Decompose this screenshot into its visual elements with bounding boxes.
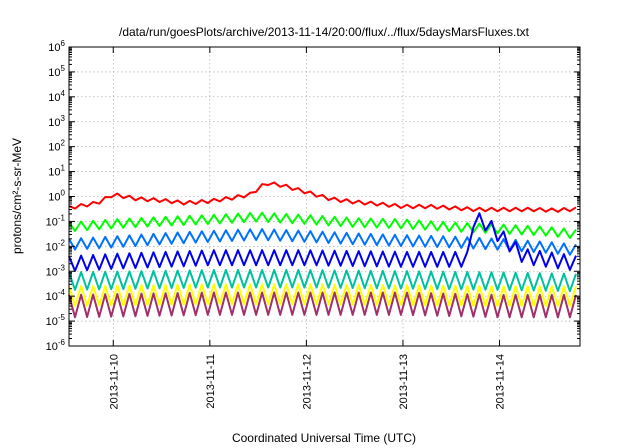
y-tick-label: 106: [48, 39, 65, 54]
y-tick-label: 103: [48, 114, 65, 129]
y-tick-label: 100: [48, 189, 65, 204]
series-line-5: [68, 269, 577, 293]
y-tick-label: 102: [48, 139, 65, 154]
x-tick-label: 2013-11-10: [108, 354, 120, 409]
x-tick-label: 2013-11-12: [301, 354, 313, 409]
series-line-2: [68, 211, 577, 239]
y-tick-label: 104: [48, 89, 65, 104]
y-tick-label: 10-3: [46, 263, 66, 278]
x-tick-label: 2013-11-13: [398, 354, 410, 409]
x-tick-label: 2013-11-11: [205, 354, 217, 409]
series-line-4: [68, 212, 577, 272]
chart-title: /data/run/goesPlots/archive/2013-11-14/2…: [119, 25, 530, 39]
series-line-3: [68, 228, 577, 256]
series-line-1: [68, 181, 577, 213]
y-tick-label: 105: [48, 64, 65, 79]
axis-ticks: 106 105 104 103 102 101 100 10-1 10-2 10-3 10-4 10-…: [46, 39, 580, 409]
y-axis-label: protons/cm²-s-sr-MeV: [10, 138, 24, 254]
y-tick-label: 10-1: [46, 213, 66, 228]
y-tick-label: 10-6: [46, 338, 66, 353]
series-line-6: [68, 283, 577, 308]
series-line-7: [68, 291, 577, 319]
y-tick-label: 10-4: [46, 288, 66, 303]
y-tick-label: 10-5: [46, 313, 66, 328]
series-layer: [68, 181, 577, 319]
y-tick-label: 10-2: [46, 238, 66, 253]
x-tick-label: 2013-11-14: [495, 354, 507, 409]
x-axis-label: Coordinated Universal Time (UTC): [232, 431, 416, 445]
y-tick-label: 101: [48, 164, 65, 179]
